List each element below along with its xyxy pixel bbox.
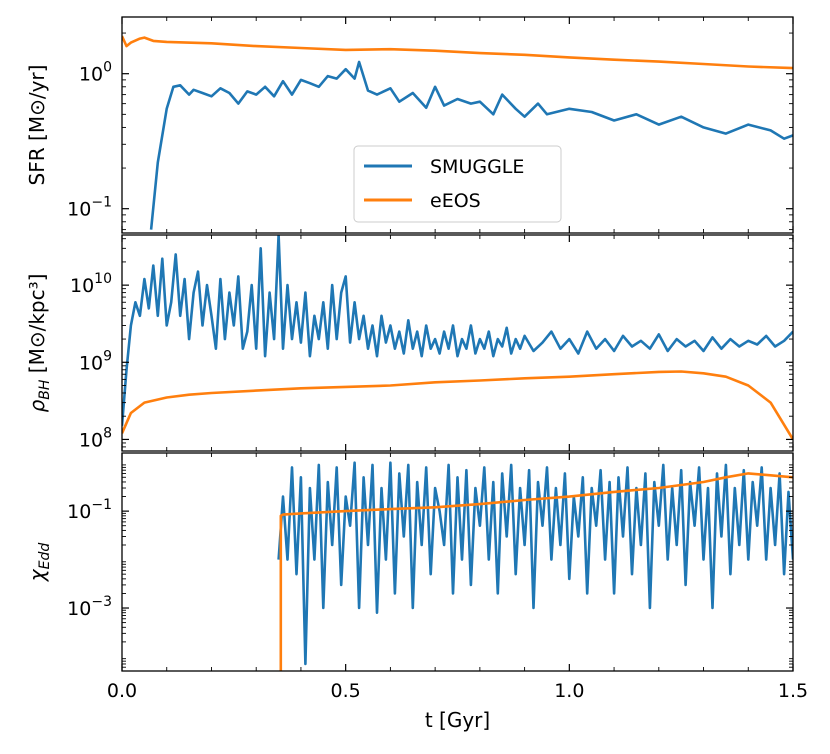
xlabel: t [Gyr] bbox=[425, 708, 490, 732]
sfr-series-eeos bbox=[122, 35, 793, 70]
sfr-ylabel: SFR [M⊙/yr] bbox=[25, 65, 49, 186]
rho-bh-panel-lines bbox=[122, 235, 793, 441]
chi-edd-ylabel: χEdd bbox=[25, 543, 53, 583]
rho-bh-ytick-label: 1010 bbox=[70, 271, 112, 297]
chi-edd-ytick-label: 10−3 bbox=[67, 594, 112, 620]
legend-label-smuggle: SMUGGLE bbox=[430, 156, 524, 178]
legend: SMUGGLE eEOS bbox=[353, 145, 562, 223]
xtick-label: 1.0 bbox=[554, 680, 584, 702]
sfr-frame bbox=[121, 16, 794, 234]
chi-edd-ytick-label: 10−1 bbox=[67, 497, 112, 523]
sfr-ytick-label: 100 bbox=[79, 60, 112, 86]
rho-bh-ytick-label: 108 bbox=[79, 425, 112, 451]
chi-edd-series-smuggle bbox=[277, 461, 793, 666]
chi-edd-series-eeos bbox=[279, 472, 793, 671]
sfr-panel-lines bbox=[122, 35, 793, 230]
rho-bh-ylabel: ρBH [M⊙/kpc³] bbox=[25, 274, 53, 413]
legend-label-eeos: eEOS bbox=[430, 190, 481, 212]
xtick-label: 1.5 bbox=[778, 680, 808, 702]
axes bbox=[121, 16, 794, 672]
sfr-ytick-label: 10−1 bbox=[67, 195, 112, 221]
axis-labels: 100 10−1 SFR [M⊙/yr] 1010 109 108 ρBH [M⊙/kpc³… bbox=[25, 60, 808, 732]
chi-edd-panel-lines bbox=[277, 461, 793, 671]
sfr-series-smuggle bbox=[149, 60, 793, 230]
rho-bh-series-smuggle bbox=[122, 235, 793, 426]
rho-bh-ytick-label: 109 bbox=[79, 348, 112, 374]
xtick-label: 0.5 bbox=[331, 680, 361, 702]
rho-bh-frame bbox=[121, 234, 794, 452]
xtick-label: 0.0 bbox=[107, 680, 137, 702]
rho-bh-series-eeos bbox=[122, 370, 793, 441]
